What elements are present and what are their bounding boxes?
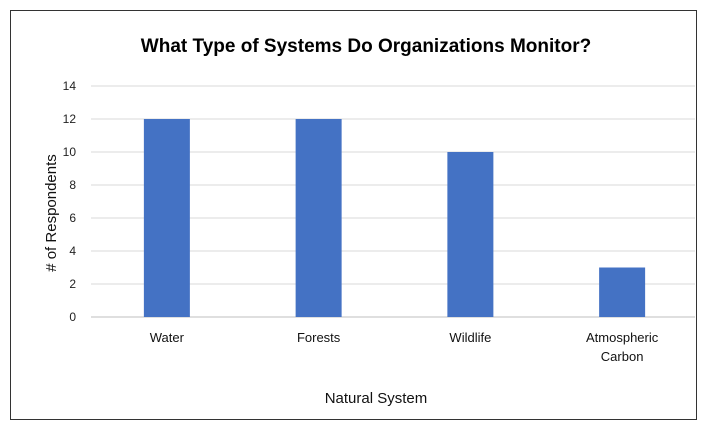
y-tick-label: 0 xyxy=(69,310,76,324)
gridlines xyxy=(91,85,695,318)
x-axis-title: Natural System xyxy=(325,390,428,407)
y-tick-label: 12 xyxy=(63,112,77,126)
y-tick-label: 6 xyxy=(69,211,76,225)
chart-title: What Type of Systems Do Organizations Mo… xyxy=(141,36,591,57)
y-tick-label: 4 xyxy=(69,244,76,258)
bar xyxy=(447,152,494,317)
x-category-label: Atmospheric Carbon xyxy=(586,330,659,364)
y-axis-title: # of Respondents xyxy=(43,154,60,272)
chart-frame: What Type of Systems Do Organizations Mo… xyxy=(10,10,697,420)
y-tick-label: 8 xyxy=(69,178,76,192)
x-axis-categories: Water Forests Wildlife Atmospheric Carbon xyxy=(150,330,659,364)
y-tick-label: 10 xyxy=(63,145,77,159)
x-category-label: Forests xyxy=(297,330,341,345)
x-category-label: Wildlife xyxy=(449,330,491,345)
y-tick-label: 2 xyxy=(69,277,76,291)
bar xyxy=(143,119,190,317)
bar-chart: What Type of Systems Do Organizations Mo… xyxy=(43,36,695,407)
bar xyxy=(295,119,342,317)
y-tick-label: 14 xyxy=(63,79,77,93)
bar xyxy=(599,267,646,317)
x-category-label: Water xyxy=(150,330,185,345)
bars xyxy=(143,119,646,317)
y-axis-ticks: 0 2 4 6 8 10 12 14 xyxy=(63,79,77,324)
